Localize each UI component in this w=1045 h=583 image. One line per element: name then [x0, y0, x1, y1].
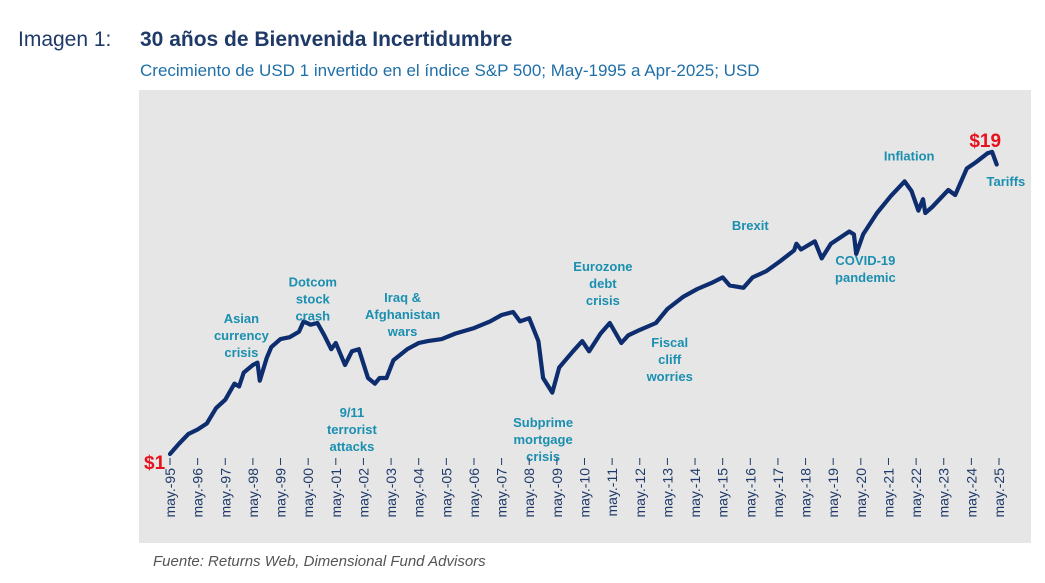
x-tick-label: may.-95 — [162, 468, 178, 518]
annotation-8-line-0: COVID-19 — [835, 253, 895, 268]
annotation-0-line-1: currency — [214, 328, 270, 343]
x-tick-label: may.-12 — [632, 468, 648, 518]
x-tick-label: may.-24 — [963, 468, 979, 518]
end-value-label: $19 — [969, 131, 1001, 152]
x-tick-label: may.-16 — [742, 468, 758, 518]
annotation-5-line-2: crisis — [586, 293, 620, 308]
x-tick-label: may.-25 — [991, 468, 1007, 518]
annotation-1-line-1: stock — [296, 292, 331, 307]
annotation-8: COVID-19 pandemic — [835, 253, 896, 285]
annotation-7: Brexit — [732, 218, 770, 233]
figure-label: Imagen 1: — [18, 28, 112, 51]
series-line-0 — [167, 149, 999, 457]
annotation-9-line-0: Inflation — [884, 149, 935, 164]
x-tick-label: may.-97 — [217, 468, 233, 518]
annotation-3-line-0: Iraq & — [384, 290, 421, 305]
annotation-6-line-1: cliff — [658, 352, 682, 367]
x-tick-label: may.-99 — [273, 468, 289, 518]
x-tick-label: may.-09 — [549, 468, 565, 518]
annotation-5-line-0: Eurozone — [573, 259, 632, 274]
annotation-3-line-2: wars — [387, 324, 418, 339]
annotation-6-line-0: Fiscal — [651, 335, 688, 350]
figure-subtitle: Crecimiento de USD 1 invertido en el índ… — [140, 61, 760, 80]
x-tick-label: may.-96 — [190, 468, 206, 518]
annotation-4-line-1: mortgage — [513, 432, 572, 447]
x-tick-label: may.-10 — [577, 468, 593, 518]
line-chart: Asian currency crisis Dotcom stock crash 9/11 t… — [144, 131, 1026, 518]
annotation-0-line-0: Asian — [224, 311, 259, 326]
annotation-10-line-0: Tariffs — [987, 174, 1026, 189]
annotation-4-line-0: Subprime — [513, 415, 573, 430]
x-tick-label: may.-08 — [521, 468, 537, 518]
annotation-1: Dotcom stock crash — [289, 275, 337, 324]
annotation-3: Iraq & Afghanistan wars — [365, 290, 440, 339]
figure-title: 30 años de Bienvenida Incertidumbre — [140, 28, 513, 51]
source-note: Fuente: Returns Web, Dimensional Fund Ad… — [153, 553, 486, 570]
x-tick-label: may.-18 — [798, 468, 814, 518]
x-tick-label: may.-14 — [687, 468, 703, 518]
annotation-2-line-2: attacks — [329, 439, 374, 454]
annotation-9: Inflation — [884, 149, 935, 164]
annotation-4-line-2: crisis — [526, 449, 560, 464]
annotation-2-line-0: 9/11 — [340, 405, 365, 420]
x-tick-label: may.-04 — [411, 468, 427, 518]
chart-area: Asian currency crisis Dotcom stock crash 9/11 t… — [139, 90, 1031, 543]
annotation-4: Subprime mortgage crisis — [513, 415, 573, 464]
annotation-2-line-1: terrorist — [327, 422, 378, 437]
x-tick-label: may.-21 — [881, 468, 897, 518]
annotation-1-line-2: crash — [295, 309, 330, 324]
annotation-0: Asian currency crisis — [214, 311, 270, 360]
x-tick-label: may.-13 — [659, 468, 675, 518]
annotation-6: Fiscal cliff worries — [646, 335, 693, 384]
x-tick-label: may.-01 — [328, 468, 344, 518]
x-tick-label: may.-19 — [825, 468, 841, 518]
annotation-5-line-1: debt — [589, 276, 617, 291]
x-tick-label: may.-11 — [604, 468, 620, 517]
annotation-7-line-0: Brexit — [732, 218, 770, 233]
x-tick-label: may.-00 — [300, 468, 316, 518]
x-tick-label: may.-22 — [908, 468, 924, 518]
annotation-1-line-0: Dotcom — [289, 275, 337, 290]
annotation-5: Eurozone debt crisis — [573, 259, 632, 308]
annotation-8-line-1: pandemic — [835, 270, 896, 285]
x-tick-label: may.-20 — [853, 468, 869, 518]
x-tick-label: may.-06 — [466, 468, 482, 518]
x-tick-label: may.-15 — [715, 468, 731, 518]
x-tick-label: may.-07 — [494, 468, 510, 518]
x-tick-label: may.-02 — [355, 468, 371, 518]
x-tick-label: may.-03 — [383, 468, 399, 518]
annotation-10: Tariffs — [987, 174, 1026, 189]
x-tick-label: may.-05 — [438, 468, 454, 518]
x-tick-label: may.-23 — [936, 468, 952, 518]
annotation-6-line-2: worries — [646, 369, 693, 384]
annotation-2: 9/11 terrorist attacks — [327, 405, 378, 454]
x-tick-label: may.-17 — [770, 468, 786, 518]
annotation-3-line-1: Afghanistan — [365, 307, 440, 322]
x-tick-label: may.-98 — [245, 468, 261, 518]
annotation-0-line-2: crisis — [224, 345, 258, 360]
start-value-label: $1 — [144, 453, 166, 474]
